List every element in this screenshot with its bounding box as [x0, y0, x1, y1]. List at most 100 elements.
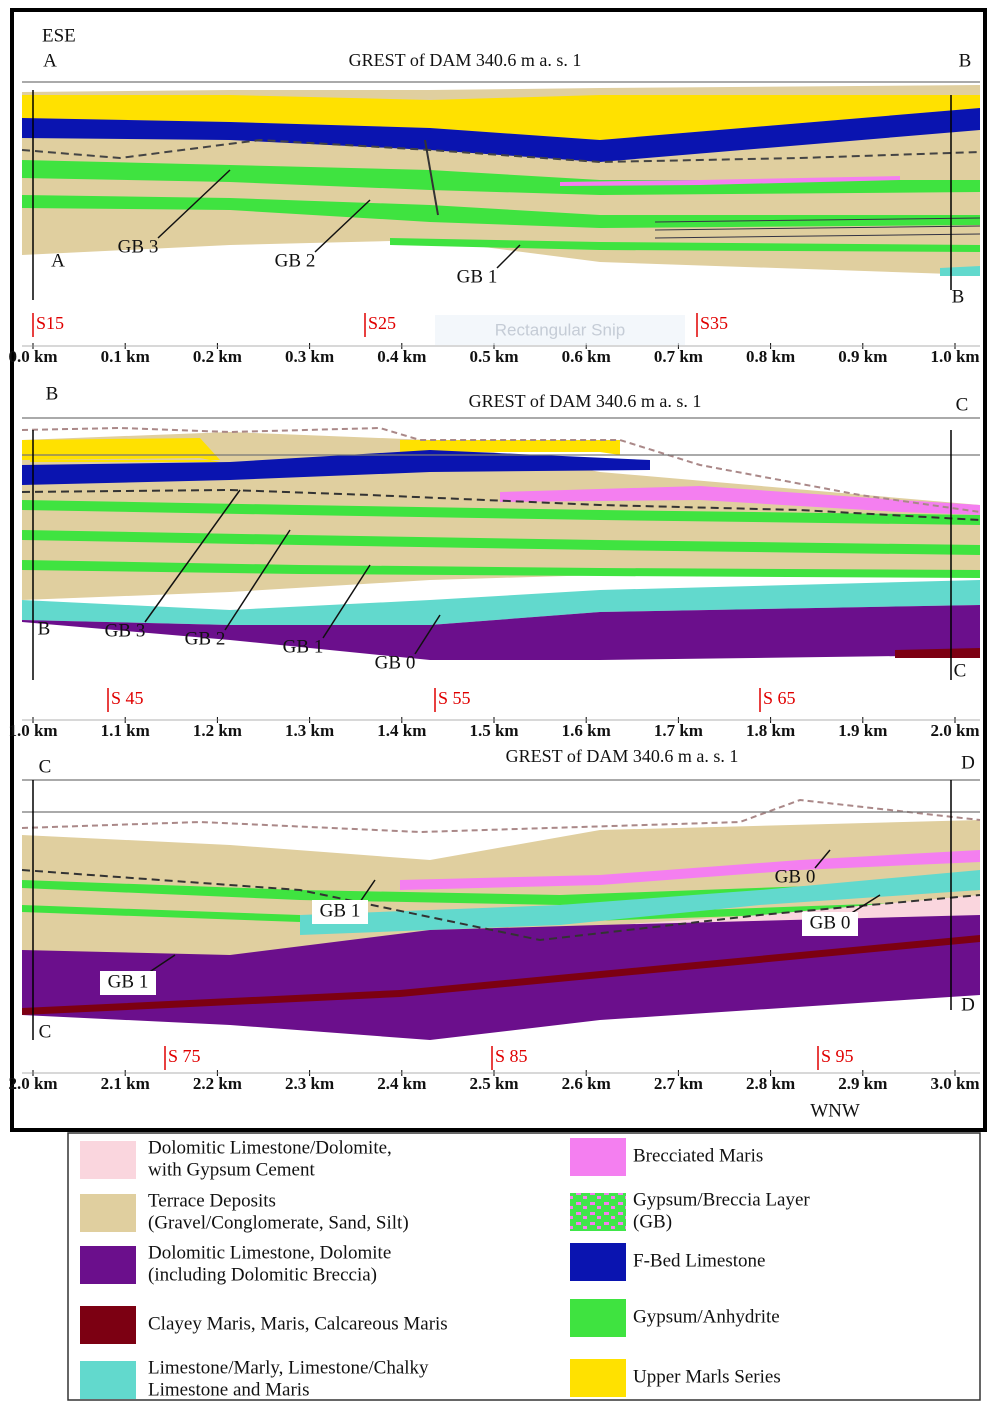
gb-leader [157, 169, 231, 239]
gb-label: GB 1 [108, 971, 149, 992]
legend-swatch [570, 1193, 626, 1231]
rock-layer [22, 438, 220, 462]
km-label: 0.3 km [285, 347, 334, 366]
legend-swatch [570, 1359, 626, 1397]
rock-layer [22, 160, 980, 195]
section-label: B [46, 383, 59, 404]
km-label: 2.7 km [654, 1074, 703, 1093]
km-label: 1.9 km [838, 721, 887, 740]
km-label: 2.0 km [930, 721, 979, 740]
legend-label: Gypsum/Breccia Layer [633, 1189, 810, 1210]
crest-title: GREST of DAM 340.6 m a. s. 1 [349, 50, 582, 70]
gb-label: GB 0 [375, 652, 416, 673]
km-label: 1.8 km [746, 721, 795, 740]
rock-layer [22, 915, 980, 1040]
rock-layer [400, 850, 980, 890]
km-label: 2.0 km [8, 1074, 57, 1093]
station-label: S 95 [821, 1046, 854, 1066]
crest-title: GREST of DAM 340.6 m a. s. 1 [506, 746, 739, 766]
gb-leader [147, 954, 176, 974]
station-label: S35 [700, 313, 728, 333]
section-label: C [39, 756, 52, 777]
rock-layer [22, 935, 980, 1015]
km-label: 2.4 km [377, 1074, 426, 1093]
legend-label: Gypsum/Anhydrite [633, 1306, 780, 1327]
km-label: 2.2 km [193, 1074, 242, 1093]
snip-text: Rectangular Snip [495, 320, 625, 339]
legend-swatch [80, 1194, 136, 1232]
legend-swatch [80, 1246, 136, 1284]
station-label: S15 [36, 313, 64, 333]
km-label: 1.4 km [377, 721, 426, 740]
km-label: 0.2 km [193, 347, 242, 366]
km-label: 0.6 km [562, 347, 611, 366]
gb-leader [849, 894, 881, 915]
km-label: 0.5 km [469, 347, 518, 366]
bedding-line [654, 225, 981, 231]
legend-label: Upper Marls Series [633, 1366, 781, 1387]
km-label: 1.3 km [285, 721, 334, 740]
station-label: S 75 [168, 1046, 201, 1066]
km-label: 1.2 km [193, 721, 242, 740]
station-label: S 65 [763, 688, 796, 708]
km-label: 2.1 km [101, 1074, 150, 1093]
legend-label: F-Bed Limestone [633, 1250, 765, 1271]
km-label: 0.0 km [8, 347, 57, 366]
section-label: C [954, 660, 967, 681]
km-label: 0.7 km [654, 347, 703, 366]
section-label: D [961, 994, 975, 1015]
km-label: 1.7 km [654, 721, 703, 740]
fault-line [424, 139, 439, 216]
km-label: 3.0 km [930, 1074, 979, 1093]
station-label: S25 [368, 313, 396, 333]
gb-label: GB 2 [275, 250, 316, 271]
dashed-contact [21, 138, 981, 164]
gb-leader [314, 199, 371, 253]
gb-leader [322, 564, 371, 639]
section-label: C [39, 1021, 52, 1042]
rock-layer [22, 580, 980, 625]
station-label: S 45 [111, 688, 144, 708]
rock-layer [22, 450, 650, 485]
gb-leader [414, 614, 441, 655]
section-label: B [959, 50, 972, 71]
legend-label: (including Dolomitic Breccia) [148, 1264, 377, 1285]
rock-layer [895, 648, 980, 658]
gb-leader [814, 849, 831, 869]
legend-swatch [80, 1306, 136, 1344]
rock-layer [22, 560, 980, 578]
gb-leader [496, 244, 521, 269]
legend-label: Dolomitic Limestone/Dolomite, [148, 1137, 392, 1158]
legend-label: with Gypsum Cement [148, 1159, 315, 1180]
legend-swatch [570, 1138, 626, 1176]
km-label: 2.3 km [285, 1074, 334, 1093]
section-label: A [43, 50, 57, 71]
gb-label: GB 1 [457, 266, 498, 287]
gb-leader [224, 529, 291, 631]
km-label: 2.8 km [746, 1074, 795, 1093]
legend-label: Terrace Deposits [148, 1190, 276, 1211]
km-label: 2.5 km [469, 1074, 518, 1093]
legend-label: Limestone/Marly, Limestone/Chalky [148, 1357, 429, 1378]
gb-label-box [802, 912, 858, 936]
direction-label: ESE [42, 25, 76, 46]
section-label: D [961, 752, 975, 773]
station-label: S 85 [495, 1046, 528, 1066]
km-label: 1.5 km [469, 721, 518, 740]
rock-layer [22, 605, 980, 660]
gb-label: GB 0 [810, 912, 851, 933]
gb-label: GB 1 [320, 900, 361, 921]
gb-label-box [100, 971, 156, 995]
legend-label: (Gravel/Conglomerate, Sand, Silt) [148, 1212, 409, 1233]
km-label: 1.0 km [8, 721, 57, 740]
legend-border [67, 1132, 981, 1401]
km-label: 0.9 km [838, 347, 887, 366]
bedding-line [654, 233, 981, 239]
legend-label: Dolomitic Limestone, Dolomite [148, 1242, 391, 1263]
dashed-contact [21, 869, 981, 942]
figure-border [10, 8, 987, 1132]
km-label: 1.0 km [930, 347, 979, 366]
legend-label: Limestone and Maris [148, 1379, 309, 1400]
terrain-line [21, 798, 981, 834]
